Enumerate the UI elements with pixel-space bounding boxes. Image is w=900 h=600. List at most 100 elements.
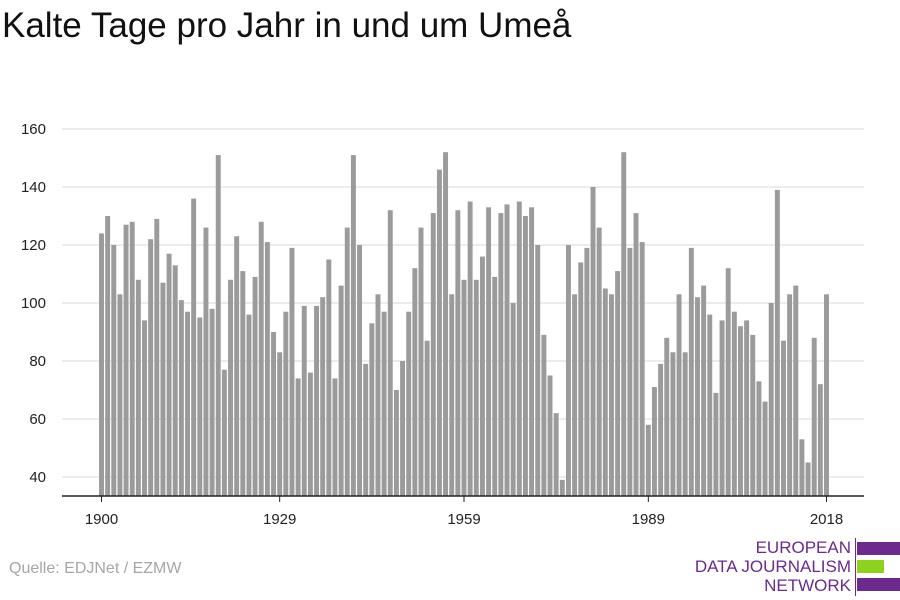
y-tick-label: 80 [29,353,46,370]
bar-1989 [645,424,651,496]
bar-2002 [725,268,731,496]
bar-1954 [430,213,436,496]
bar-1957 [449,294,455,496]
bar-1960 [467,201,473,496]
bar-1962 [479,256,485,496]
bar-1999 [707,314,713,496]
source-note: Quelle: EDJNet / EZMW [9,560,182,577]
bar-1992 [664,337,670,496]
logo-bar-middle [857,560,884,573]
bar-1971 [535,245,541,496]
bar-1994 [676,294,682,496]
bar-2016 [811,337,817,496]
bar-1976 [565,245,571,496]
bar-1933 [301,305,307,496]
bar-1993 [670,352,676,496]
bar-1968 [516,201,522,496]
bar-1941 [350,155,356,496]
bar-1910 [160,282,166,496]
bars [99,152,829,497]
bar-1998 [701,285,707,496]
bar-1940 [344,227,350,496]
bar-1959 [461,279,467,496]
bar-1942 [357,245,363,496]
bar-1901 [105,216,111,496]
y-tick-label: 140 [21,179,46,196]
bar-1983 [608,294,614,496]
bar-1974 [553,413,559,496]
bar-2005 [744,320,750,496]
bar-1955 [436,169,442,496]
bar-1923 [240,271,246,496]
bar-1946 [381,311,387,496]
logo-line-network: NETWORK [764,576,851,595]
bar-1938 [332,378,338,496]
edjnet-logo: EUROPEAN DATA JOURNALISM NETWORK [695,538,900,596]
bar-1916 [197,317,203,496]
bar-1939 [338,285,344,496]
bar-2001 [719,320,725,496]
bar-1914 [185,311,190,496]
bar-1903 [117,294,123,496]
bar-1995 [682,352,688,496]
y-tick-label: 160 [21,121,46,138]
bar-2003 [731,311,737,496]
bar-1997 [695,297,700,496]
bar-2008 [762,401,768,496]
bar-1978 [578,262,584,496]
bar-1921 [228,279,233,496]
bar-1925 [252,276,258,496]
y-tick-label: 40 [29,469,46,486]
bar-1965 [498,213,504,496]
bar-1985 [621,152,627,496]
bar-1932 [295,378,301,496]
logo-line-european: EUROPEAN [755,538,851,557]
bar-2000 [713,392,719,496]
logo-bar-bottom [857,578,900,591]
bar-1979 [584,247,590,496]
x-axis-labels: 1900 1929 1959 1989 2018 [85,511,843,528]
bar-1952 [418,227,424,496]
bar-1963 [486,207,492,497]
bar-1913 [178,300,184,496]
bar-2014 [799,439,805,496]
x-axis [62,495,864,502]
bar-2011 [781,340,786,496]
bar-2009 [768,303,774,496]
bar-1935 [314,305,320,496]
bar-1944 [369,323,375,496]
bar-2013 [793,285,799,496]
bar-1990 [651,387,657,496]
bar-1905 [129,221,135,497]
bar-1950 [406,311,412,496]
bar-1958 [455,210,461,496]
bar-1961 [473,279,479,496]
bar-1936 [320,297,326,496]
bar-1926 [258,221,264,497]
bar-1937 [326,259,332,496]
bar-1917 [203,227,209,496]
bar-1972 [541,334,547,496]
bar-1934 [307,372,313,496]
x-tick-label: 1900 [85,511,118,528]
bar-1956 [443,152,449,496]
bar-1986 [627,247,633,496]
bar-1970 [529,207,535,497]
bar-2017 [817,384,823,496]
bar-1988 [639,242,645,496]
bar-1996 [688,247,694,496]
chart-title: Kalte Tage pro Jahr in und um Umeå [2,6,572,45]
bar-1947 [387,210,393,496]
bar-1948 [393,390,399,496]
bar-1907 [142,320,147,496]
bar-1930 [283,311,289,496]
logo-divider [855,538,856,596]
bar-2012 [787,294,793,496]
bar-2004 [738,326,743,496]
bar-1967 [510,303,516,496]
x-tick-label: 1929 [263,511,296,528]
bar-1920 [221,369,227,496]
bar-2010 [774,189,780,496]
bar-1951 [412,268,418,496]
